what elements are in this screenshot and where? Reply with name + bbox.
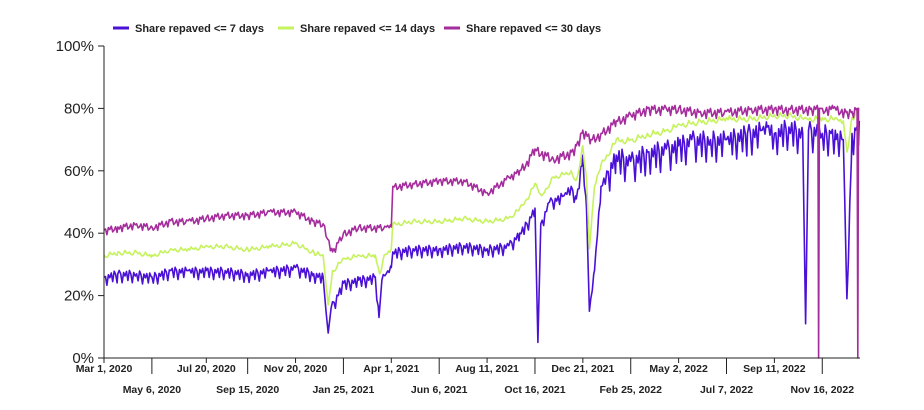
legend-label: Share repaved <= 7 days: [135, 23, 264, 35]
y-tick-label: 20%: [64, 288, 94, 305]
x-tick-label: Jul 7, 2022: [700, 384, 753, 396]
legend-label: Share repaved <= 30 days: [466, 23, 601, 35]
x-tick-label: Nov 20, 2020: [264, 363, 328, 375]
x-tick-label: May 2, 2022: [649, 363, 708, 375]
y-axis-ticks: 0% 20% 40% 60% 80% 100%: [56, 38, 104, 367]
y-tick-label: 0%: [72, 350, 94, 367]
axes: [103, 46, 860, 359]
x-tick-label: Sep 15, 2020: [216, 384, 279, 396]
x-axis-ticks: Mar 1, 2020 May 6, 2020 Jul 20, 2020 Sep 15…: [76, 358, 854, 396]
y-tick-label: 80%: [64, 100, 94, 117]
series-line-3: [103, 104, 860, 359]
plot-area: [103, 104, 861, 359]
x-tick-label: Feb 25, 2022: [599, 384, 662, 396]
series-line-1: [103, 119, 861, 344]
x-tick-label: Jan 25, 2021: [312, 384, 374, 396]
x-tick-label: Jul 20, 2020: [177, 363, 236, 375]
legend-label: Share repaved <= 14 days: [300, 23, 435, 35]
x-tick-label: May 6, 2020: [123, 384, 182, 396]
x-tick-label: Oct 16, 2021: [504, 384, 565, 396]
x-tick-label: Sep 11, 2022: [743, 363, 806, 375]
y-tick-label: 40%: [64, 225, 94, 242]
y-tick-label: 60%: [64, 163, 94, 180]
series-line-2: [103, 108, 861, 306]
x-tick-label: Mar 1, 2020: [76, 363, 133, 375]
x-tick-label: Nov 16, 2022: [790, 384, 854, 396]
x-tick-label: Dec 21, 2021: [551, 363, 614, 375]
y-tick-label: 100%: [56, 38, 94, 55]
x-tick-label: Apr 1, 2021: [363, 363, 419, 375]
x-tick-label: Aug 11, 2021: [455, 363, 519, 375]
legend: Share repaved <= 7 days Share repaved <= …: [113, 23, 601, 35]
x-tick-label: Jun 6, 2021: [411, 384, 468, 396]
